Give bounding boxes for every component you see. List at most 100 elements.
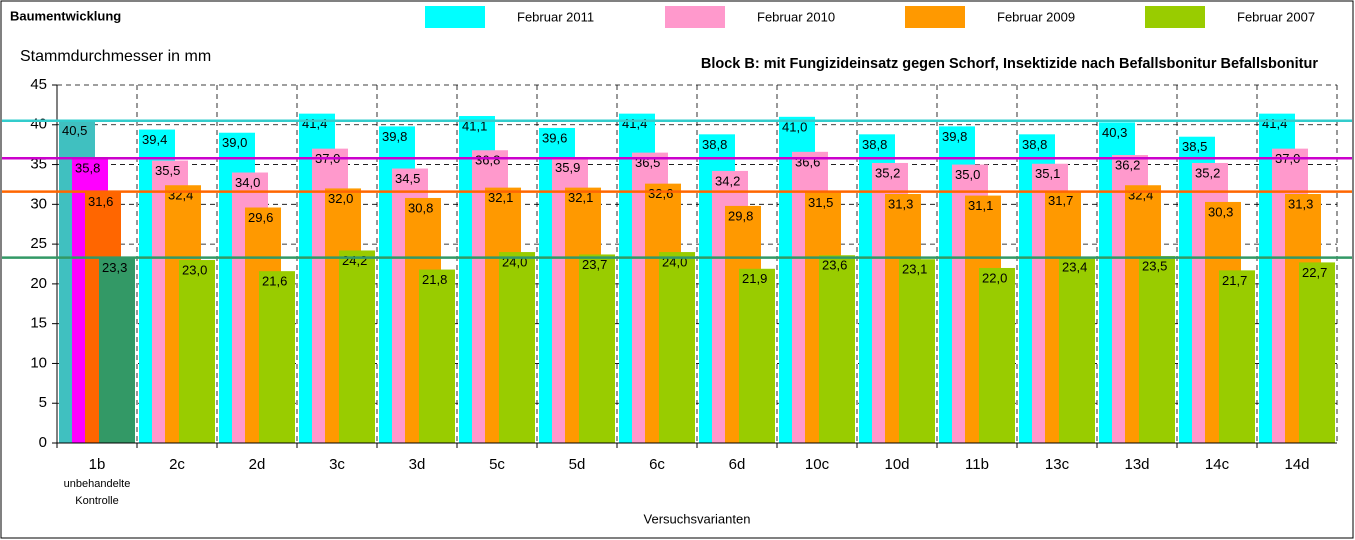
bar xyxy=(979,267,1015,443)
y-tick-label: 5 xyxy=(39,394,47,411)
data-label: 35,2 xyxy=(875,165,900,180)
data-label: 32,0 xyxy=(328,191,353,206)
data-label: 35,2 xyxy=(1195,165,1220,180)
bar xyxy=(739,268,775,443)
data-label: 32,6 xyxy=(648,186,673,201)
data-label: 40,3 xyxy=(1102,125,1127,140)
y-tick-label: 0 xyxy=(39,434,47,451)
x-tick-label: 13c xyxy=(1045,456,1070,473)
data-label: 39,0 xyxy=(222,135,247,150)
bar xyxy=(259,271,295,443)
y-tick-label: 35 xyxy=(30,156,47,173)
data-label: 41,4 xyxy=(1262,116,1287,131)
chart-title: Baumentwicklung xyxy=(10,8,121,23)
x-tick-label: 2c xyxy=(169,456,185,473)
y-tick-label: 20 xyxy=(30,275,47,292)
x-tick-label: 6c xyxy=(649,456,665,473)
bar xyxy=(339,250,375,443)
bar xyxy=(579,254,615,443)
x-tick-label: 6d xyxy=(729,456,746,473)
legend-swatch xyxy=(665,6,725,28)
x-tick-label: 1b xyxy=(89,456,106,473)
bar xyxy=(819,255,855,443)
bar xyxy=(659,252,695,443)
annotation: unbehandelte Kontrolle xyxy=(63,478,131,507)
data-label: 32,4 xyxy=(168,188,193,203)
bar xyxy=(179,260,215,443)
x-tick-label: 13d xyxy=(1124,456,1149,473)
legend-label: Februar 2011 xyxy=(517,9,594,24)
data-label: 31,5 xyxy=(808,195,833,210)
data-label: 23,4 xyxy=(1062,259,1087,274)
data-label: 21,9 xyxy=(742,271,767,286)
bar xyxy=(499,252,535,443)
data-label: 38,8 xyxy=(1022,137,1047,152)
x-tick-label: 14d xyxy=(1284,456,1309,473)
data-label: 41,0 xyxy=(782,119,807,134)
data-label: 36,2 xyxy=(1115,157,1140,172)
data-label: 31,7 xyxy=(1048,193,1073,208)
legend-label: Februar 2007 xyxy=(1237,9,1315,24)
data-label: 30,3 xyxy=(1208,204,1233,219)
data-label: 41,4 xyxy=(302,116,327,131)
y-tick-label: 10 xyxy=(30,354,47,371)
data-label: 23,7 xyxy=(582,257,607,272)
data-label: 21,7 xyxy=(1222,273,1247,288)
x-tick-label: 10d xyxy=(884,456,909,473)
data-label: 22,7 xyxy=(1302,265,1327,280)
x-tick-label: 11b xyxy=(965,456,989,473)
bar xyxy=(99,257,135,443)
y-axis-label: Stammdurchmesser in mm xyxy=(20,48,211,65)
annotation-box: unbehandelte Kontrolle xyxy=(63,478,131,507)
data-label: 29,8 xyxy=(728,208,753,223)
legend-swatch xyxy=(905,6,965,28)
x-axis-label: Versuchsvarianten xyxy=(644,511,751,526)
data-label: 32,4 xyxy=(1128,188,1153,203)
data-label: 38,8 xyxy=(862,137,887,152)
data-label: 22,0 xyxy=(982,270,1007,285)
y-tick-label: 15 xyxy=(30,315,47,332)
data-label: 35,5 xyxy=(155,163,180,178)
x-tick-label: 14c xyxy=(1205,456,1230,473)
legend-label: Februar 2009 xyxy=(997,9,1075,24)
data-label: 21,6 xyxy=(262,274,287,289)
bar xyxy=(1059,256,1095,443)
x-tick-label: 5c xyxy=(489,456,505,473)
data-label: 36,8 xyxy=(475,153,500,168)
data-label: 31,1 xyxy=(968,198,993,213)
data-label: 39,8 xyxy=(942,129,967,144)
data-label: 35,1 xyxy=(1035,166,1060,181)
y-tick-label: 30 xyxy=(30,195,47,212)
data-label: 23,0 xyxy=(182,262,207,277)
data-label: 30,8 xyxy=(408,200,433,215)
legend-swatch xyxy=(425,6,485,28)
data-label: 34,2 xyxy=(715,173,740,188)
data-label: 34,5 xyxy=(395,171,420,186)
data-label: 41,4 xyxy=(622,116,647,131)
bar xyxy=(1139,256,1175,443)
bar xyxy=(1219,270,1255,443)
legend-swatch xyxy=(1145,6,1205,28)
data-label: 35,9 xyxy=(555,160,580,175)
data-label: 39,8 xyxy=(382,129,407,144)
data-label: 35,0 xyxy=(955,167,980,182)
x-tick-label: 10c xyxy=(805,456,830,473)
legend-label: Februar 2010 xyxy=(757,9,835,24)
data-label: 39,6 xyxy=(542,130,567,145)
data-label: 32,1 xyxy=(568,190,593,205)
y-tick-label: 25 xyxy=(30,235,47,252)
data-label: 24,2 xyxy=(342,253,367,268)
x-tick-label: 3d xyxy=(409,456,426,473)
bar xyxy=(899,259,935,443)
data-label: 31,3 xyxy=(1288,196,1313,211)
data-label: 38,8 xyxy=(702,137,727,152)
x-tick-label: 2d xyxy=(249,456,266,473)
data-label: 23,6 xyxy=(822,258,847,273)
data-label: 29,6 xyxy=(248,210,273,225)
data-label: 41,1 xyxy=(462,118,487,133)
x-tick-label: 5d xyxy=(569,456,586,473)
data-label: 36,6 xyxy=(795,154,820,169)
data-label: 31,6 xyxy=(88,194,113,209)
data-label: 31,3 xyxy=(888,196,913,211)
